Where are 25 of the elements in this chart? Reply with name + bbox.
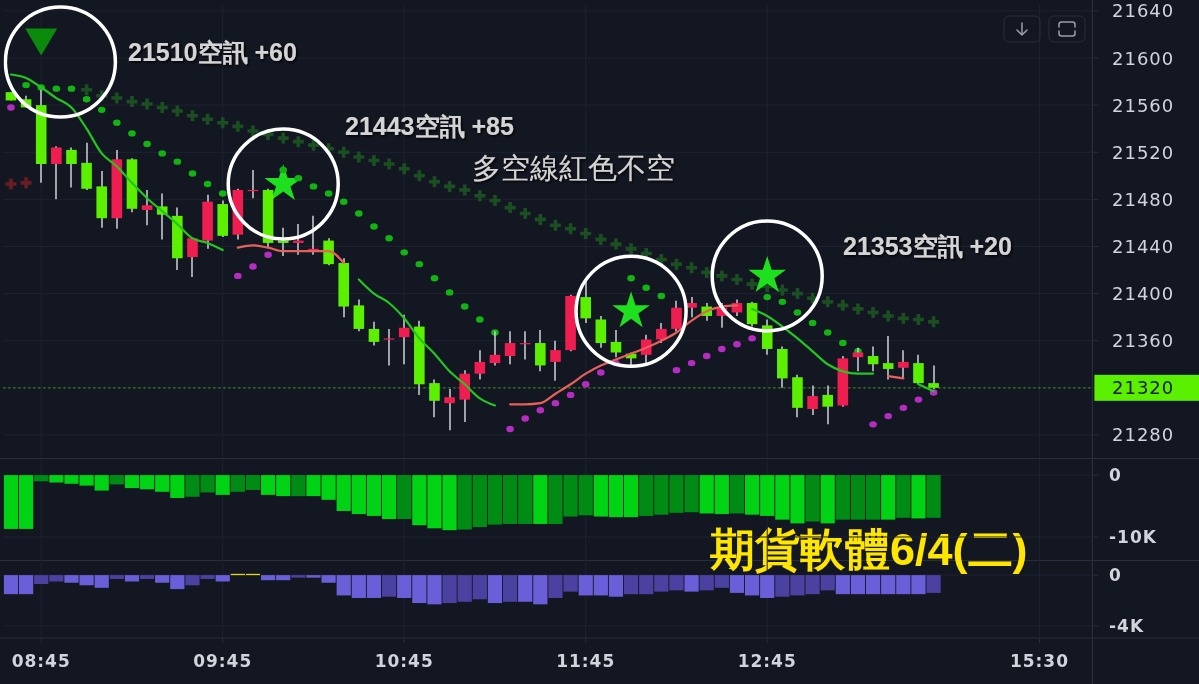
y-tick-label: 21560 — [1112, 94, 1175, 116]
annotation: 21353空訊 +20 — [843, 232, 1012, 260]
y-tick-label: 21640 — [1112, 0, 1175, 22]
y-tick-label: 21400 — [1112, 283, 1175, 305]
y-tick-label: -10K — [1109, 526, 1157, 547]
y-tick-label: 21440 — [1112, 235, 1175, 257]
y-tick-label: 0 — [1109, 465, 1122, 486]
text: 期貨軟體6/4(二) — [710, 523, 1028, 575]
annotation: 多空線紅色不空 — [472, 152, 675, 184]
y-tick-label: 21360 — [1112, 330, 1175, 352]
x-tick-label: 15:30 — [1009, 651, 1070, 671]
y-tick-label: 21600 — [1112, 47, 1175, 69]
y-tick-label: 0 — [1109, 565, 1122, 586]
x-tick-label: 11:45 — [556, 651, 616, 671]
x-tick-label: 10:45 — [374, 651, 434, 671]
x-tick-label: 08:45 — [11, 651, 71, 671]
annotation: 21510空訊 +60 — [128, 38, 297, 66]
y-tick-label: 21280 — [1112, 424, 1175, 446]
x-tick-label: 09:45 — [193, 651, 253, 671]
y-tick-label: 21520 — [1112, 141, 1175, 163]
y-tick-label: 21480 — [1112, 188, 1175, 210]
annotation: 21443空訊 +85 — [345, 112, 514, 140]
x-tick-label: 12:45 — [737, 651, 797, 671]
ref-line-label: 21320 — [1112, 377, 1175, 399]
y-tick-label: -4K — [1109, 615, 1145, 636]
